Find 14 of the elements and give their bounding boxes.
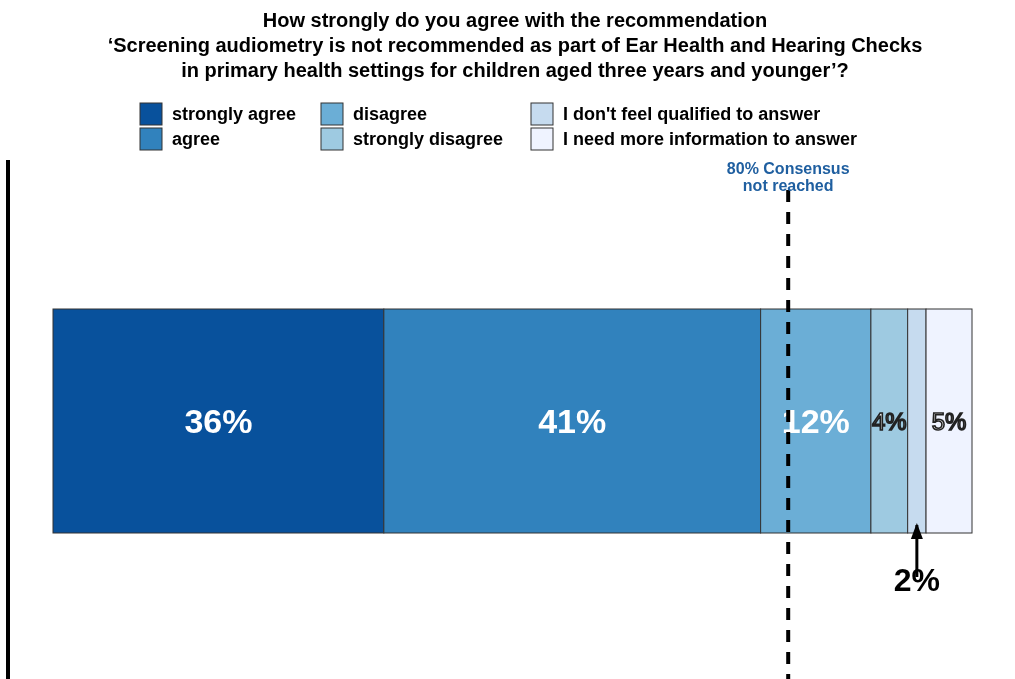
data-label: 12% — [781, 402, 850, 441]
ref-line-label: 80% Consensus not reached — [726, 160, 850, 194]
legend-label: agree — [172, 129, 221, 149]
data-label: 41% — [538, 402, 607, 441]
data-label: 2% — [893, 562, 940, 598]
legend-label: I don't feel qualified to answer — [563, 104, 821, 124]
chart-title: How strongly do you agree with the recommendation ‘Screening audiometry is not recommended as part of Ear Health and Hearing Checks in primary health settings for children aged three years and younger’? — [107, 9, 923, 81]
legend-label: disagree — [353, 104, 428, 124]
data-label: 4% — [871, 407, 907, 435]
legend-label: strongly agree — [172, 104, 297, 124]
legend-label: strongly disagree — [353, 129, 504, 149]
data-label: 36% — [184, 402, 253, 441]
data-label: 5% — [931, 407, 967, 435]
legend-label: I need more information to answer — [563, 129, 858, 149]
